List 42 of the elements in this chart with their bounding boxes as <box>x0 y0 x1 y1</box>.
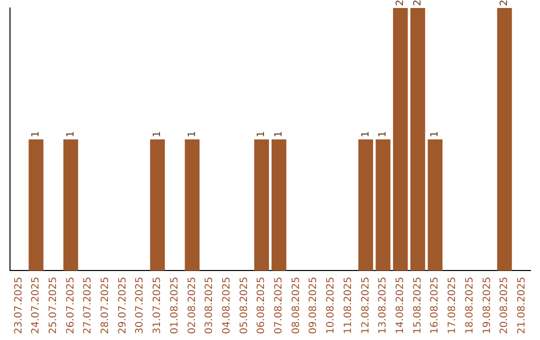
data-label: 1 <box>274 130 285 138</box>
x-tick-label: 03.08.2025 <box>204 276 216 334</box>
x-tick-label: 24.07.2025 <box>30 276 42 334</box>
x-tick-label: 29.07.2025 <box>117 276 128 334</box>
data-label: 1 <box>360 130 372 138</box>
x-tick-label: 01.08.2025 <box>169 276 180 334</box>
x-tick-label: 20.08.2025 <box>499 276 510 334</box>
x-tick-label: 17.08.2025 <box>447 276 458 334</box>
data-label: 1 <box>152 130 164 138</box>
x-tick-label: 16.08.2025 <box>430 276 441 334</box>
x-tick-label: 14.08.2025 <box>395 276 406 334</box>
data-label: 2 <box>499 0 510 6</box>
x-tick-label: 05.08.2025 <box>238 276 250 334</box>
x-tick-label: 28.07.2025 <box>100 276 112 334</box>
data-label: 1 <box>256 130 268 138</box>
x-tick-label: 25.07.2025 <box>48 276 59 334</box>
x-tick-label: 30.07.2025 <box>134 276 146 334</box>
data-label: 2 <box>395 0 406 6</box>
data-label: 1 <box>186 130 198 138</box>
x-tick-label: 13.08.2025 <box>378 276 389 334</box>
data-label: 1 <box>30 130 42 138</box>
x-tick-label: 12.08.2025 <box>360 276 372 334</box>
x-tick-label: 07.08.2025 <box>274 276 285 334</box>
x-tick-label: 10.08.2025 <box>326 276 337 334</box>
x-tick-label: 18.08.2025 <box>464 276 476 334</box>
data-label: 1 <box>65 130 76 138</box>
x-tick-label: 06.08.2025 <box>256 276 268 334</box>
x-tick-label: 19.08.2025 <box>482 276 493 334</box>
x-tick-label: 27.07.2025 <box>82 276 94 334</box>
x-tick-label: 26.07.2025 <box>65 276 76 334</box>
x-tick-label: 02.08.2025 <box>186 276 198 334</box>
x-tick-label: 15.08.2025 <box>412 276 424 334</box>
x-tick-label: 09.08.2025 <box>308 276 320 334</box>
x-tick-label: 31.07.2025 <box>152 276 164 334</box>
x-tick-label: 21.08.2025 <box>516 276 528 334</box>
x-tick-label: 11.08.2025 <box>342 276 354 334</box>
x-tick-label: 08.08.2025 <box>290 276 302 334</box>
data-label: 1 <box>430 130 441 138</box>
x-tick-label: 04.08.2025 <box>221 276 232 334</box>
x-tick-label: 23.07.2025 <box>13 276 24 334</box>
data-label: 2 <box>412 0 424 6</box>
data-label: 1 <box>378 130 389 138</box>
